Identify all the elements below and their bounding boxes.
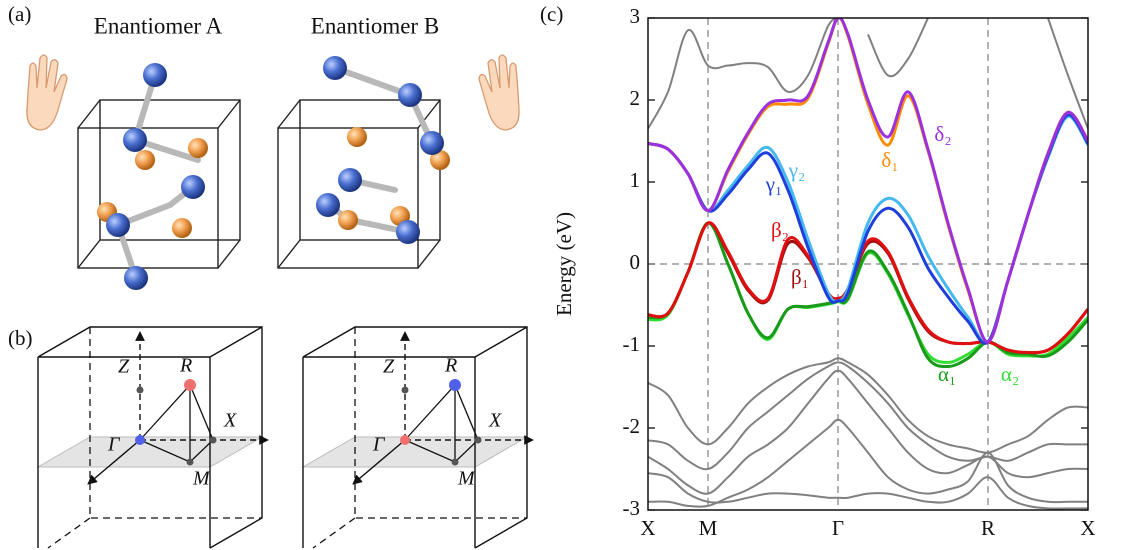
y-tick-label: -2 bbox=[623, 414, 641, 438]
panel-label: (c) bbox=[540, 2, 563, 26]
y-tick-label: 3 bbox=[630, 4, 641, 28]
band-line bbox=[648, 18, 1088, 344]
point-z bbox=[136, 386, 144, 394]
point-z bbox=[401, 386, 409, 394]
point-m bbox=[186, 458, 194, 466]
band-line bbox=[648, 18, 1088, 344]
bz-label: R bbox=[444, 355, 457, 377]
band-label: β₂ bbox=[771, 218, 789, 242]
bz-label: R bbox=[179, 355, 192, 377]
point-gamma bbox=[135, 435, 145, 445]
y-tick-label: -1 bbox=[623, 332, 641, 356]
band-label: β₁ bbox=[791, 265, 809, 289]
other-band-line bbox=[648, 361, 1088, 471]
point-x bbox=[474, 436, 482, 444]
band-label: γ₂ bbox=[788, 158, 806, 182]
x-tick-label: R bbox=[981, 516, 995, 540]
other-band-line bbox=[648, 369, 1088, 495]
y-tick-label: -3 bbox=[623, 496, 641, 520]
plot-frame bbox=[647, 17, 1089, 511]
bz-label: Γ bbox=[372, 434, 386, 456]
k-axis bbox=[87, 439, 141, 485]
band-label: δ₂ bbox=[934, 122, 951, 146]
other-band-line bbox=[648, 357, 1088, 454]
bz-label: Γ bbox=[107, 434, 121, 456]
band-label: α₁ bbox=[938, 362, 956, 386]
point-gamma bbox=[400, 435, 410, 445]
y-tick-label: 1 bbox=[630, 168, 641, 192]
bz-hidden-edge bbox=[312, 327, 527, 549]
brillouin-zone: Z R Γ X M bbox=[36, 326, 269, 549]
bz-label: X bbox=[223, 410, 237, 432]
bz-hidden-edge bbox=[47, 327, 262, 549]
bands bbox=[648, 18, 1088, 510]
bz-edge bbox=[37, 326, 263, 549]
brillouin-zones: Z R Γ X M Z R Γ X M bbox=[36, 326, 534, 549]
enantiomer-title: Enantiomer B bbox=[311, 13, 439, 38]
x-tick-label: X bbox=[640, 516, 655, 540]
brillouin-zone: Z R Γ X M bbox=[301, 326, 534, 549]
x-tick-label: M bbox=[699, 516, 718, 540]
bz-label: M bbox=[192, 468, 211, 490]
panel-label: (b) bbox=[8, 326, 33, 350]
bz-label: M bbox=[457, 468, 476, 490]
enantiomer-title: Enantiomer A bbox=[94, 13, 223, 38]
point-r bbox=[184, 379, 196, 391]
band-label: γ₁ bbox=[765, 172, 783, 196]
band-line bbox=[648, 221, 1088, 355]
bz-label: Z bbox=[383, 356, 395, 378]
band-label: α₂ bbox=[1001, 362, 1019, 386]
unit-cell bbox=[77, 99, 441, 269]
band-label: δ₁ bbox=[881, 148, 898, 172]
k-plane bbox=[301, 436, 529, 468]
other-band-line bbox=[648, 18, 1088, 130]
bz-label: X bbox=[488, 410, 502, 432]
atom bbox=[97, 56, 450, 290]
point-x bbox=[209, 436, 217, 444]
x-tick-label: X bbox=[1080, 516, 1095, 540]
other-band-line bbox=[648, 418, 1088, 508]
point-m bbox=[451, 458, 459, 466]
y-tick-label: 0 bbox=[630, 250, 641, 274]
y-tick-label: 2 bbox=[630, 86, 641, 110]
k-axis bbox=[352, 439, 406, 485]
hand-icon bbox=[26, 54, 520, 131]
bz-edge bbox=[302, 326, 528, 549]
panel-label: (a) bbox=[8, 2, 31, 26]
x-tick-label: Γ bbox=[832, 516, 844, 540]
other-band-line bbox=[648, 472, 1088, 510]
point-r bbox=[449, 379, 461, 391]
y-axis-label: Energy (eV) bbox=[552, 212, 576, 316]
band-line bbox=[648, 221, 1088, 369]
bz-label: Z bbox=[118, 356, 130, 378]
k-plane bbox=[36, 436, 264, 468]
